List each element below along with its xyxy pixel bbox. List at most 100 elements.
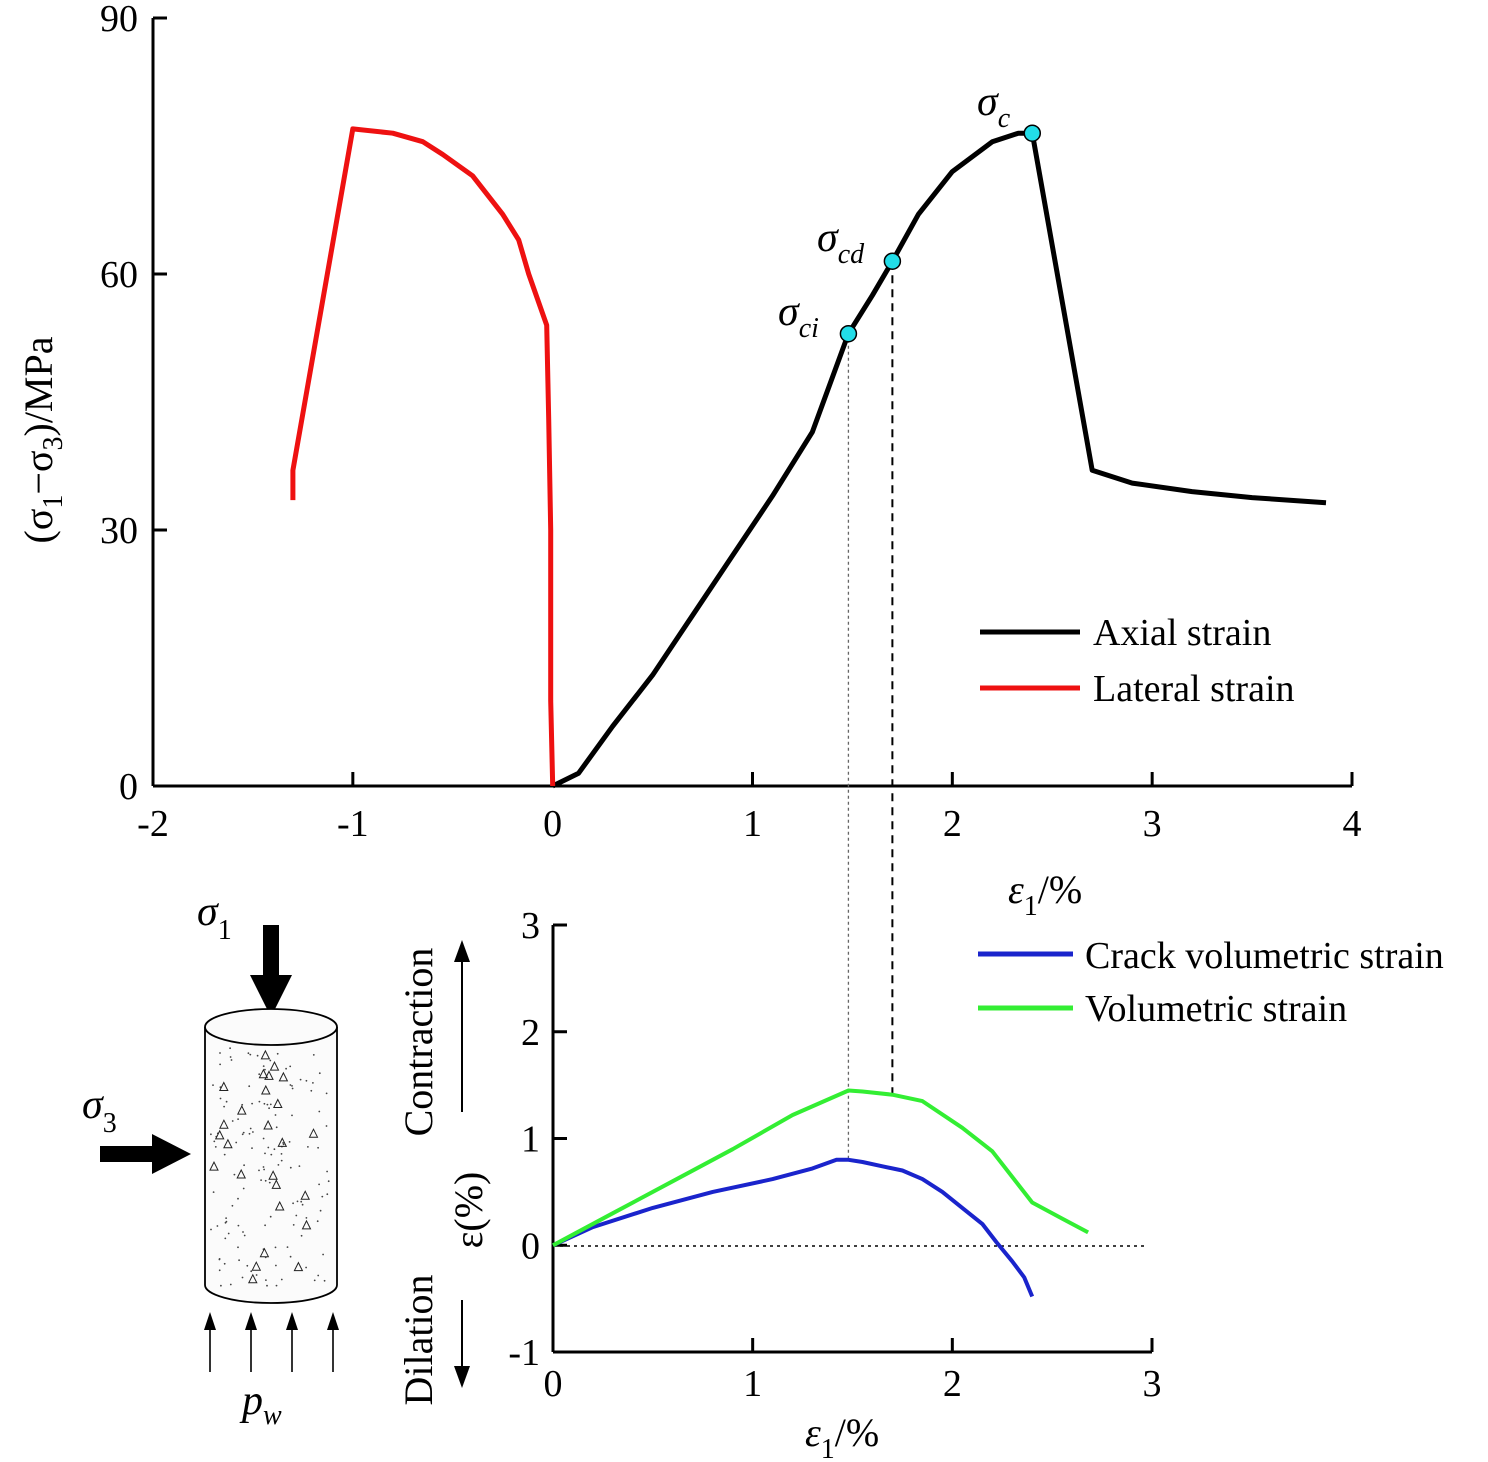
- speckle: [238, 1259, 241, 1262]
- speckle: [225, 1220, 228, 1223]
- speckle: [258, 1100, 261, 1103]
- speckle: [212, 1084, 214, 1086]
- stress-strain-chart: -2 -1 0 1 2 3 4 0 30 60 90 (σ1−σ3)/MPa ε1/% Axial …: [16, 0, 1362, 1160]
- speckle: [326, 1170, 328, 1173]
- speckle: [264, 1179, 267, 1182]
- speckle: [265, 1279, 267, 1281]
- top-y-tick-label: 90: [100, 0, 138, 40]
- grain-triangle: [308, 1128, 319, 1138]
- speckle: [266, 1103, 269, 1106]
- speckle: [268, 1107, 270, 1110]
- speckle: [286, 1246, 289, 1248]
- speckle: [274, 1246, 277, 1249]
- bottom-y-tick-label: -1: [508, 1332, 540, 1374]
- speckle: [237, 1224, 240, 1227]
- speckle: [270, 1153, 273, 1156]
- speckle: [310, 1089, 313, 1092]
- speckle: [312, 1082, 314, 1084]
- grain-triangle: [219, 1119, 229, 1129]
- dilation-label: Dilation: [396, 1274, 441, 1405]
- speckle: [214, 1146, 217, 1148]
- pore-pressure-arrows: [204, 1312, 339, 1372]
- speckle: [275, 1264, 277, 1267]
- top-legend: Axial strain Lateral strain: [980, 612, 1295, 710]
- grain-triangle: [251, 1261, 262, 1271]
- speckle: [263, 1102, 266, 1105]
- speckle: [305, 1079, 308, 1082]
- speckle: [231, 1204, 234, 1207]
- speckle: [288, 1141, 291, 1143]
- top-x-tick-label: 3: [1143, 803, 1162, 845]
- speckle: [312, 1054, 315, 1056]
- grain-triangle: [268, 1170, 278, 1180]
- speckle: [252, 1131, 254, 1133]
- speckle: [269, 1103, 272, 1106]
- speckle: [267, 1146, 270, 1149]
- speckle: [292, 1224, 295, 1226]
- series-line-lateral-strain: [290, 126, 556, 787]
- speckle: [224, 1237, 227, 1240]
- speckle: [229, 1047, 232, 1050]
- speckle: [231, 1120, 234, 1122]
- grain-triangle: [218, 1081, 229, 1091]
- speckle: [285, 1067, 287, 1070]
- speckle: [319, 1209, 322, 1212]
- speckle: [296, 1200, 299, 1203]
- speckle: [327, 1180, 330, 1183]
- sigma1-label: σ1: [197, 889, 232, 946]
- speckle: [277, 1164, 280, 1166]
- speckle: [260, 1179, 262, 1181]
- speckle: [219, 1063, 222, 1066]
- speckle: [237, 1197, 239, 1200]
- speckle: [249, 1127, 252, 1130]
- grain-triangle: [269, 1060, 280, 1071]
- contraction-arrow: [454, 940, 470, 1112]
- bottom-legend: Crack volumetric strain Volumetric strai…: [978, 935, 1444, 1030]
- speckle: [317, 1274, 320, 1277]
- speckle: [318, 1110, 321, 1113]
- legend-label-lateral: Lateral strain: [1093, 668, 1295, 710]
- speckle: [248, 1085, 251, 1088]
- speckle: [307, 1146, 309, 1148]
- speckle: [219, 1097, 222, 1100]
- speckle: [210, 1228, 212, 1231]
- annotation-sigma-cd: σcd: [817, 215, 865, 270]
- top-x-tick-label: -1: [337, 803, 369, 845]
- speckle: [299, 1078, 302, 1081]
- bottom-x-tick-label: 0: [544, 1363, 563, 1405]
- speckle: [249, 1053, 252, 1056]
- top-x-tick-label: 4: [1343, 803, 1362, 845]
- speckle: [301, 1203, 304, 1206]
- speckle: [264, 1068, 266, 1071]
- grain-triangle: [263, 1119, 273, 1130]
- speckle: [225, 1217, 228, 1219]
- grain-triangle: [260, 1049, 271, 1060]
- top-x-axis-label: ε1/%: [1008, 867, 1082, 922]
- pw-label: pw: [239, 1378, 282, 1431]
- speckle: [280, 1278, 283, 1281]
- speckle: [289, 1084, 292, 1086]
- speckle: [229, 1056, 232, 1058]
- speckle: [242, 1187, 245, 1190]
- bottom-x-axis-label: ε1/%: [805, 1410, 879, 1462]
- speckle: [258, 1073, 261, 1076]
- speckle: [248, 1132, 251, 1135]
- speckle: [246, 1264, 249, 1267]
- pw-arrow-head: [327, 1312, 339, 1330]
- speckle: [213, 1140, 216, 1143]
- grain-triangle: [236, 1104, 247, 1115]
- grain-triangle: [259, 1247, 270, 1258]
- speckle: [264, 1224, 266, 1227]
- top-y-axis-label: (σ1−σ3)/MPa: [16, 336, 69, 543]
- top-x-tick-label: 2: [943, 803, 962, 845]
- speckle: [275, 1126, 278, 1129]
- speckle: [251, 1102, 254, 1105]
- speckle: [300, 1200, 303, 1203]
- speckle: [313, 1279, 316, 1282]
- speckle: [321, 1195, 324, 1198]
- speckle: [326, 1193, 329, 1196]
- speckle: [243, 1234, 246, 1237]
- speckle: [276, 1052, 279, 1055]
